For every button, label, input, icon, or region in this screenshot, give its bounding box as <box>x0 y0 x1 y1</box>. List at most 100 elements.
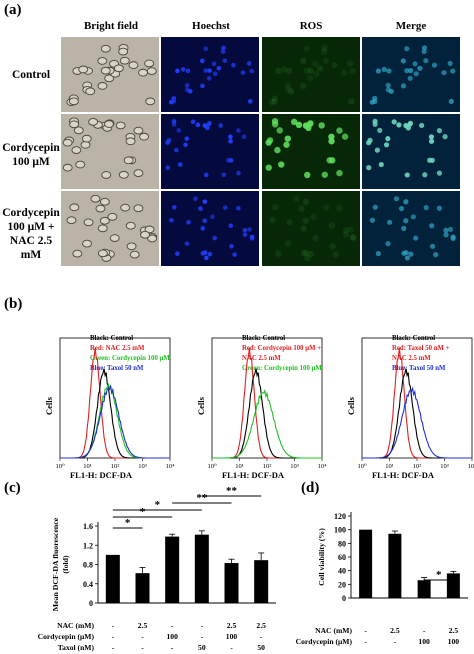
treatment-cell: 2.5 <box>138 621 148 630</box>
panel-a-label: (a) <box>4 2 22 18</box>
treatment-cell: - <box>201 632 204 641</box>
y-tick-label: 60 <box>338 553 346 562</box>
histogram-legend-entry: Blue: Taxol 50 nM <box>392 365 446 372</box>
histogram-legend-entry: Black: Control <box>90 335 133 342</box>
y-tick-label: 1.6 <box>83 522 93 531</box>
histogram-curve <box>60 368 170 459</box>
histogram-x-tick-label: 10⁰ <box>55 463 65 470</box>
micrograph-ros-row-2 <box>262 114 360 189</box>
y-tick-label: 100 <box>334 526 346 535</box>
micrograph-hoechst-row-3 <box>161 191 259 266</box>
bar <box>417 580 431 598</box>
treatment-cell: 100 <box>418 637 430 646</box>
histogram-plot-2: 10⁰ 10¹ 10² 10³ 10⁴ FL1-H: DCF-DA Cells Black: … <box>196 335 327 480</box>
y-tick-label: 120 <box>334 512 346 521</box>
histogram-x-axis-label: FL1-H: DCF-DA <box>222 470 285 480</box>
histogram-x-tick-label: 10⁰ <box>357 463 367 470</box>
treatment-cell: 2.5 <box>449 626 459 635</box>
bar <box>224 563 239 603</box>
treatment-cell: - <box>141 643 144 652</box>
treatment-row-label: NAC (mM) <box>315 626 352 635</box>
column-header-hoechst: Hoechst <box>192 20 230 32</box>
treatment-cell: 50 <box>257 643 265 652</box>
treatment-cell: - <box>141 632 144 641</box>
y-tick-label: 0 <box>342 594 346 603</box>
significance-marker: ** <box>196 492 208 504</box>
significance-marker: * <box>155 499 161 511</box>
treatment-cell: 100 <box>226 632 238 641</box>
bar <box>359 529 373 598</box>
y-tick-label: 20 <box>338 580 346 589</box>
histogram-legend-entry: Green: Cordycepin 100 μM <box>90 355 170 362</box>
bar <box>135 573 150 603</box>
histogram-x-tick-label: 10³ <box>290 463 299 470</box>
significance-marker: * <box>140 506 146 518</box>
bar <box>388 533 402 598</box>
y-axis-label: Mean DCF-DA fluorescence <box>51 517 60 611</box>
histogram-x-tick-label: 10³ <box>440 463 449 470</box>
significance-marker: ** <box>226 485 238 497</box>
treatment-cell: 2.5 <box>390 626 400 635</box>
histogram-curve <box>60 382 170 459</box>
treatment-cell: 100 <box>448 637 460 646</box>
y-tick-label: 80 <box>338 539 346 548</box>
treatment-cell: 2.5 <box>227 621 237 630</box>
treatment-cell: - <box>201 621 204 630</box>
histogram-curve <box>362 386 472 459</box>
column-header-merge: Merge <box>395 20 427 32</box>
histogram-legend-entry: Red: Taxol 50 nM + <box>392 345 450 352</box>
bar <box>165 536 180 603</box>
histogram-legend-entry: NAC 2.5 mM <box>242 355 281 362</box>
bar-chart-c: 0 0.4 0.8 1.2 1.6 Mean DCF-DA fluorescence (fo… <box>38 485 276 652</box>
micrograph-brightfield-row-1 <box>61 37 159 112</box>
panel-d-label: (d) <box>301 480 320 496</box>
histogram-x-tick-label: 10¹ <box>235 463 244 470</box>
y-axis-label: Cell viability (%) <box>317 528 326 586</box>
treatment-cell: 50 <box>198 643 206 652</box>
micrograph-ros-row-1 <box>262 37 360 112</box>
histogram-x-tick-label: 10⁴ <box>166 463 176 470</box>
histogram-curve <box>60 384 170 459</box>
treatment-cell: - <box>260 632 263 641</box>
y-tick-label: 0.8 <box>83 561 93 570</box>
significance-marker: * <box>436 569 442 581</box>
micrograph-brightfield-row-2 <box>61 114 159 189</box>
treatment-cell: - <box>230 643 233 652</box>
y-axis-label-unit: (fold) <box>61 555 70 574</box>
histogram-x-tick-label: 10³ <box>138 463 147 470</box>
treatment-row-label: NAC (mM) <box>57 621 94 630</box>
treatment-cell: - <box>112 632 115 641</box>
row-label-control: Control <box>11 69 51 81</box>
micrograph-hoechst-row-1 <box>161 37 259 112</box>
histogram-curve <box>212 368 322 459</box>
histogram-x-tick-label: 10⁴ <box>318 463 328 470</box>
row-label-cordycepin: Cordycepin 100 μM <box>2 142 60 168</box>
treatment-cell: - <box>112 621 115 630</box>
bar <box>254 560 269 603</box>
micrograph-brightfield-row-3 <box>61 191 159 266</box>
treatment-row-label: Taxol (nM) <box>58 643 95 652</box>
histogram-x-tick-label: 10⁰ <box>207 463 217 470</box>
histogram-x-tick-label: 10¹ <box>83 463 92 470</box>
histogram-legend-entry: Blue: Taxol 50 nM <box>90 365 144 372</box>
histogram-x-axis-label: FL1-H: DCF-DA <box>372 470 435 480</box>
y-tick-label: 40 <box>338 567 346 576</box>
treatment-cell: - <box>171 621 174 630</box>
y-tick-label: 1.2 <box>83 541 93 550</box>
micrograph-hoechst-row-2 <box>161 114 259 189</box>
row-label-cordycepin-nac: Cordycepin 100 μM + NAC 2.5 mM <box>2 207 60 261</box>
treatment-cell: - <box>112 643 115 652</box>
histogram-x-tick-label: 10² <box>263 463 272 470</box>
histogram-curve <box>362 368 472 459</box>
treatment-cell: - <box>364 626 367 635</box>
panel-b-label: (b) <box>4 296 23 312</box>
treatment-cell: 2.5 <box>256 621 266 630</box>
micrograph-merge-row-1 <box>362 37 460 112</box>
treatment-cell: - <box>423 626 426 635</box>
histogram-legend-entry: Red: Cordycepin 100 μM + <box>242 345 321 352</box>
treatment-cell: - <box>394 637 397 646</box>
histogram-y-axis-label: Cells <box>196 396 206 415</box>
histogram-legend-entry: Black: Control <box>242 335 285 342</box>
histogram-plot-3: 10⁰ 10¹ 10² 10³ 10⁴ FL1-H: DCF-DA Cells Black: … <box>346 335 474 480</box>
histogram-legend-entry: Green: Cordycepin 100 μM <box>242 365 322 372</box>
